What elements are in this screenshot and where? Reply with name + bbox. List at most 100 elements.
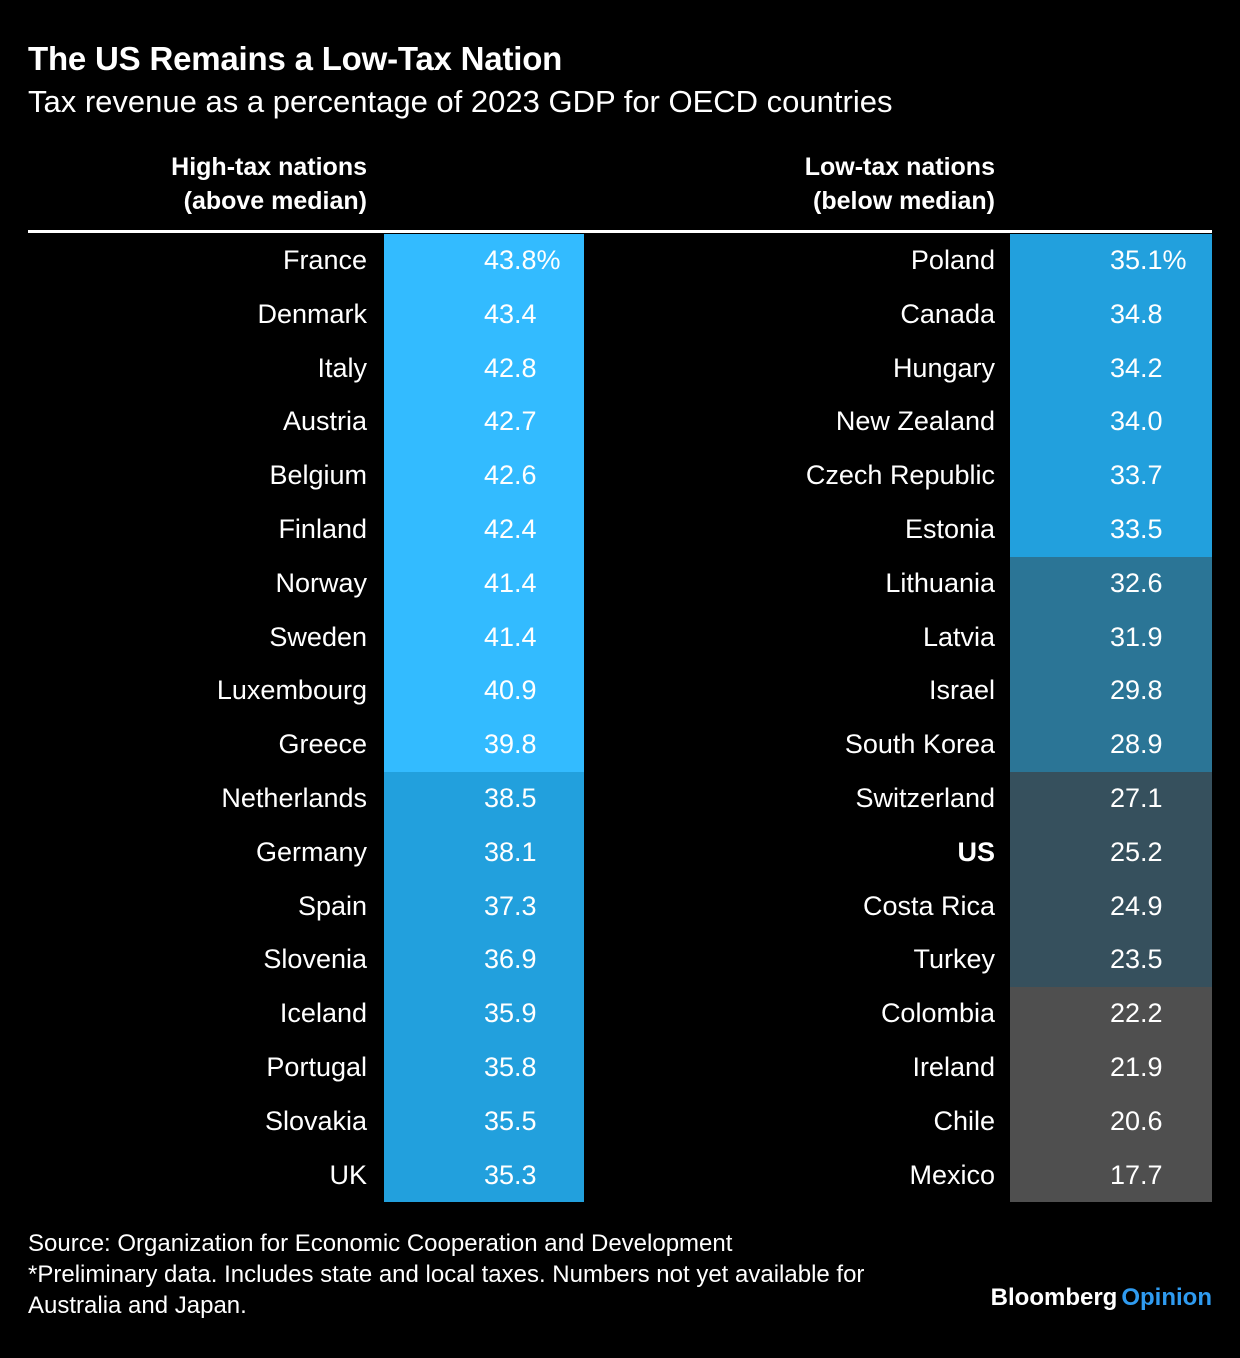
table-row: Portugal 35.8 xyxy=(0,1040,600,1095)
table-row: Switzerland 27.1 xyxy=(620,771,1240,826)
value-cell: 42.8 xyxy=(384,341,584,396)
country-name: Lithuania xyxy=(885,567,995,598)
high-tax-header-line1: High-tax nations xyxy=(171,153,367,181)
value-label: 27.1 xyxy=(1110,782,1163,813)
value-label: 39.8 xyxy=(484,729,537,760)
table-row: Mexico 17.7 xyxy=(620,1148,1240,1203)
table-row: Latvia 31.9 xyxy=(620,610,1240,665)
value-cell: 37.3 xyxy=(384,879,584,934)
high-tax-header-line2: (above median) xyxy=(183,187,367,215)
country-name: Chile xyxy=(933,1105,995,1136)
table-row: UK 35.3 xyxy=(0,1148,600,1203)
value-cell: 24.9 xyxy=(1010,879,1212,934)
value-cell: 43.8% xyxy=(384,234,584,288)
value-cell: 35.3 xyxy=(384,1148,584,1203)
value-cell: 35.1% xyxy=(1010,234,1212,288)
country-name: Colombia xyxy=(880,998,995,1029)
value-cell: 41.4 xyxy=(384,556,584,611)
country-name: New Zealand xyxy=(835,406,995,437)
value-cell: 39.8 xyxy=(384,718,584,772)
value-label: 28.9 xyxy=(1110,729,1163,760)
value-label: 25.2 xyxy=(1110,836,1163,867)
table-row: Greece 39.8 xyxy=(0,718,600,772)
table-row: US 25.2 xyxy=(620,825,1240,880)
value-label: 35.3 xyxy=(484,1159,537,1190)
source-note: Source: Organization for Economic Cooper… xyxy=(28,1228,864,1321)
value-cell: 27.1 xyxy=(1010,771,1212,826)
value-cell: 35.8 xyxy=(384,1040,584,1095)
value-cell: 33.7 xyxy=(1010,449,1212,503)
value-cell: 25.2 xyxy=(1010,825,1212,880)
value-cell: 34.8 xyxy=(1010,287,1212,342)
country-name: Ireland xyxy=(912,1051,995,1082)
value-label: 42.6 xyxy=(484,460,537,491)
country-name: Luxembourg xyxy=(216,675,367,706)
country-name: Germany xyxy=(255,836,367,867)
country-name: Slovenia xyxy=(263,944,367,975)
value-label: 29.8 xyxy=(1110,675,1163,706)
country-name: Sweden xyxy=(269,621,367,652)
value-cell: 17.7 xyxy=(1010,1148,1212,1203)
table-row: Czech Republic 33.7 xyxy=(620,449,1240,503)
value-cell: 29.8 xyxy=(1010,664,1212,719)
table-row: France 43.8% xyxy=(0,234,600,288)
value-cell: 21.9 xyxy=(1010,1040,1212,1095)
table-row: Finland 42.4 xyxy=(0,502,600,557)
value-cell: 42.6 xyxy=(384,449,584,503)
table-row: Canada 34.8 xyxy=(620,287,1240,342)
table-row: Poland 35.1% xyxy=(620,234,1240,288)
country-name: UK xyxy=(329,1159,367,1190)
country-name: Czech Republic xyxy=(805,460,995,491)
table-row: South Korea 28.9 xyxy=(620,718,1240,772)
value-label: 35.8 xyxy=(484,1051,537,1082)
brand-name: Bloomberg xyxy=(990,1284,1118,1311)
table-row: Costa Rica 24.9 xyxy=(620,879,1240,934)
value-label: 35.1% xyxy=(1110,245,1187,275)
value-cell: 32.6 xyxy=(1010,556,1212,611)
bloomberg-opinion-logo: Bloomberg Opinion xyxy=(991,1284,1212,1312)
value-cell: 33.5 xyxy=(1010,502,1212,557)
value-label: 40.9 xyxy=(484,675,537,706)
value-label: 34.2 xyxy=(1110,352,1163,383)
low-tax-table: Poland 35.1% Canada 34.8 Hungary 34.2 New Zeal… xyxy=(620,234,1240,1203)
table-row: Iceland 35.9 xyxy=(0,987,600,1041)
country-name: Turkey xyxy=(913,944,995,975)
value-label: 34.0 xyxy=(1110,406,1163,437)
value-label: 41.4 xyxy=(484,621,537,652)
country-name: Estonia xyxy=(904,513,995,544)
value-cell: 35.5 xyxy=(384,1094,584,1149)
value-cell: 43.4 xyxy=(384,287,584,342)
value-label: 34.8 xyxy=(1110,298,1163,329)
value-cell: 31.9 xyxy=(1010,610,1212,665)
value-label: 17.7 xyxy=(1110,1159,1163,1190)
low-tax-header-line1: Low-tax nations xyxy=(804,153,995,181)
value-label: 42.4 xyxy=(484,513,537,544)
value-label: 33.5 xyxy=(1110,513,1163,544)
value-label: 43.4 xyxy=(484,298,537,329)
country-name: Switzerland xyxy=(855,782,995,813)
country-name: Latvia xyxy=(922,621,995,652)
value-cell: 22.2 xyxy=(1010,987,1212,1041)
high-tax-table: France 43.8% Denmark 43.4 Italy 42.8 Austria 42… xyxy=(0,234,600,1203)
value-cell: 28.9 xyxy=(1010,718,1212,772)
value-label: 38.5 xyxy=(484,782,537,813)
table-row: Lithuania 32.6 xyxy=(620,556,1240,611)
country-name: Finland xyxy=(278,513,367,544)
table-row: Sweden 41.4 xyxy=(0,610,600,665)
value-label: 42.7 xyxy=(484,406,537,437)
table-row: Estonia 33.5 xyxy=(620,502,1240,557)
header-rule xyxy=(28,230,1212,233)
table-row: Chile 20.6 xyxy=(620,1094,1240,1149)
country-name: Belgium xyxy=(269,460,367,491)
table-row: Colombia 22.2 xyxy=(620,987,1240,1041)
country-name: Costa Rica xyxy=(862,890,995,921)
table-row: Netherlands 38.5 xyxy=(0,771,600,826)
chart-subtitle: Tax revenue as a percentage of 2023 GDP … xyxy=(28,84,893,119)
value-cell: 34.0 xyxy=(1010,395,1212,450)
country-name: Greece xyxy=(278,729,367,760)
table-row: Ireland 21.9 xyxy=(620,1040,1240,1095)
table-row: Spain 37.3 xyxy=(0,879,600,934)
value-cell: 35.9 xyxy=(384,987,584,1041)
country-name: Norway xyxy=(275,567,367,598)
table-row: Italy 42.8 xyxy=(0,341,600,396)
